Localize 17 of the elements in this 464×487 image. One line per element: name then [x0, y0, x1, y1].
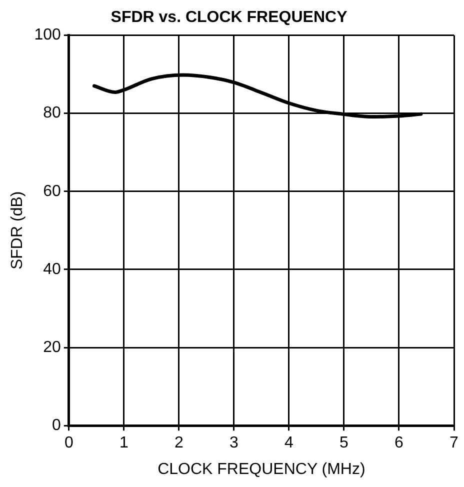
x-axis-title: CLOCK FREQUENCY (MHz) [158, 460, 366, 478]
x-tick-label: 3 [229, 434, 238, 452]
chart-title: SFDR vs. CLOCK FREQUENCY [110, 9, 348, 26]
x-tick-label: 7 [450, 434, 459, 452]
y-tick-label: 20 [43, 338, 61, 356]
x-tick-label: 1 [119, 434, 128, 452]
x-tick-label: 2 [174, 434, 184, 452]
y-tick-label: 0 [52, 417, 61, 434]
x-tick-label: 0 [64, 434, 74, 452]
y-axis-title: SFDR (dB) [9, 191, 26, 270]
y-tick-label: 40 [43, 260, 61, 278]
y-tick-label: 100 [34, 26, 61, 44]
y-tick-label: 80 [43, 104, 61, 122]
x-tick-label: 5 [340, 434, 349, 452]
x-tick-label: 6 [394, 434, 404, 452]
x-tick-label: 4 [284, 434, 294, 452]
y-tick-label: 60 [43, 182, 61, 200]
